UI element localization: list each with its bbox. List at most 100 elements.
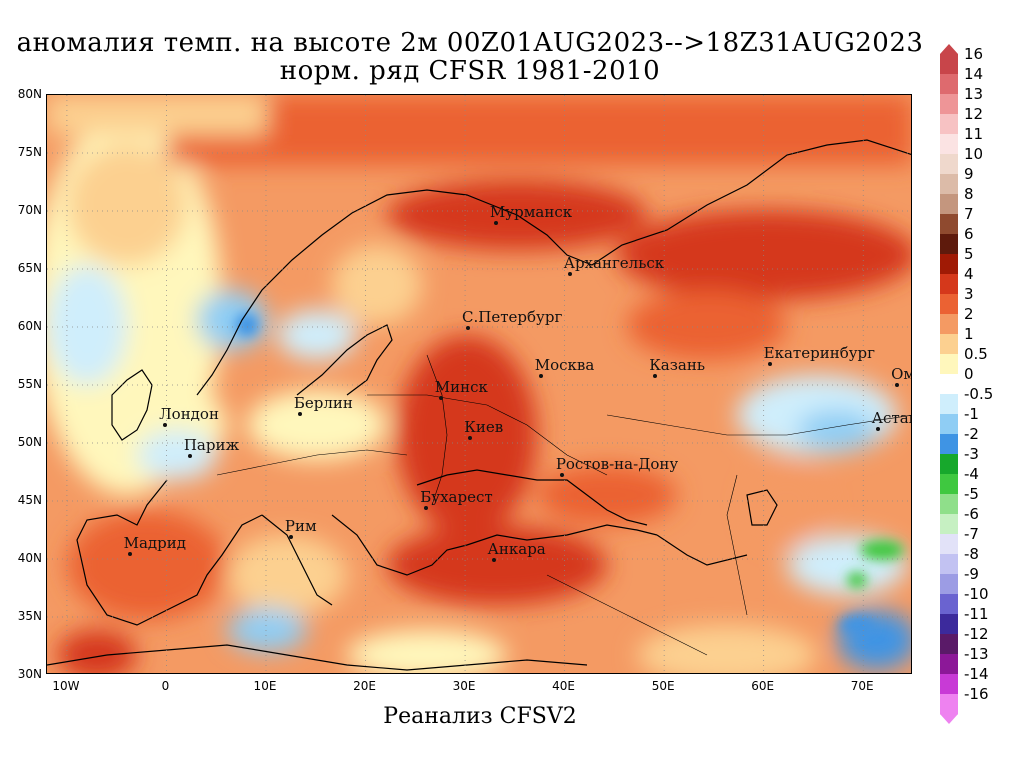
color-legend-label: -2 [964,425,979,443]
city-label: Киев [464,417,504,436]
city-label: Омск [891,365,911,384]
color-legend-swatch [940,214,958,235]
color-legend-swatch [940,54,958,75]
color-legend-arrow-up [940,44,958,54]
color-legend-label: -12 [964,625,989,643]
color-legend-swatch [940,234,958,255]
city-marker [895,383,900,388]
color-legend-swatch [940,514,958,535]
color-legend-swatch [940,694,958,715]
color-legend-label: 5 [964,245,974,263]
color-legend-swatch [940,674,958,695]
color-legend-swatch [940,454,958,475]
color-legend-label: -6 [964,505,979,523]
city-marker [767,361,772,366]
color-legend-label: -4 [964,465,979,483]
city-label: Анкара [487,539,546,558]
color-legend-label: -9 [964,565,979,583]
city-label: Ростов-на-Дону [555,455,679,474]
color-legend-swatch [940,194,958,215]
city-marker [424,505,429,510]
city-label: Лондон [159,405,219,424]
city-marker [297,411,302,416]
color-legend-label: 14 [964,65,984,83]
color-legend-label: 12 [964,105,984,123]
color-legend-bar [940,44,958,724]
city-label: Париж [183,436,240,455]
color-legend-label: 8 [964,185,974,203]
color-legend-label: 2 [964,305,974,323]
city-marker [468,435,473,440]
city-label: Мурманск [489,202,573,221]
color-legend-swatch [940,654,958,675]
latitude-tick-label: 70N [17,203,42,217]
color-legend-swatch [940,154,958,175]
longitude-tick-label: 40E [552,679,576,693]
color-legend-label: -11 [964,605,989,623]
color-legend-swatch [940,474,958,495]
color-legend-label: -7 [964,525,979,543]
city-marker [466,325,471,330]
color-legend-swatch [940,174,958,195]
city-marker [875,427,880,432]
city-label: Астана [871,409,911,428]
color-legend-swatch [940,414,958,435]
color-legend-swatch [940,354,958,375]
color-legend-label: -8 [964,545,979,563]
latitude-tick-label: 55N [17,377,42,391]
longitude-tick-label: 70E [850,679,874,693]
color-legend-arrow-down [940,714,958,724]
color-legend-swatch [940,334,958,355]
color-legend-swatch [940,394,958,415]
city-marker [559,473,564,478]
borders [216,354,911,656]
city-marker [127,552,132,557]
city-marker [288,534,293,539]
city-label: Рим [284,516,317,535]
city-label: Казань [649,355,706,374]
city-marker [491,557,496,562]
latitude-tick-label: 35N [17,609,42,623]
latitude-tick-label: 60N [17,319,42,333]
city-label: Бухарест [420,487,493,506]
color-legend-label: -1 [964,405,979,423]
city-marker [187,454,192,459]
color-legend: 16 14 13 12 11 10 9 8 7 6 5 4 3 2 1 0.5 0 -0.5 -1 -2 -3 -4 -5 -… [940,44,1020,724]
color-legend-swatch [940,434,958,455]
color-legend-label: 10 [964,145,984,163]
city-marker [163,423,168,428]
color-legend-swatch [940,534,958,555]
color-legend-label: -13 [964,645,989,663]
city-marker [653,373,658,378]
graticule [47,95,911,673]
longitude-tick-label: 60E [751,679,775,693]
color-legend-swatch [940,574,958,595]
latitude-tick-label: 80N [17,87,42,101]
color-legend-label: -3 [964,445,979,463]
city-marker [438,395,443,400]
color-legend-swatch [940,274,958,295]
color-legend-swatch [940,74,958,95]
latitude-tick-label: 30N [17,667,42,681]
city-label: Мадрид [123,534,186,553]
color-legend-label: 4 [964,265,974,283]
color-legend-swatch [940,94,958,115]
color-legend-label: 1 [964,325,974,343]
color-legend-label: -10 [964,585,989,603]
color-legend-label: 11 [964,125,984,143]
color-legend-label: -16 [964,685,989,703]
color-legend-label: -14 [964,665,989,683]
latitude-tick-label: 75N [17,145,42,159]
city-label: Минск [434,377,488,396]
city-label: Екатеринбург [763,343,876,362]
color-legend-swatch [940,614,958,635]
color-legend-swatch [940,114,958,135]
longitude-tick-label: 20E [353,679,376,693]
map-title-line-2: норм. ряд CFSR 1981-2010 [279,56,661,86]
longitude-tick-label: 30E [452,679,476,693]
latitude-tick-label: 45N [17,493,42,507]
color-legend-label: 6 [964,225,974,243]
coastlines [47,139,911,671]
color-legend-label: 13 [964,85,984,103]
city-label: Москва [534,356,595,375]
